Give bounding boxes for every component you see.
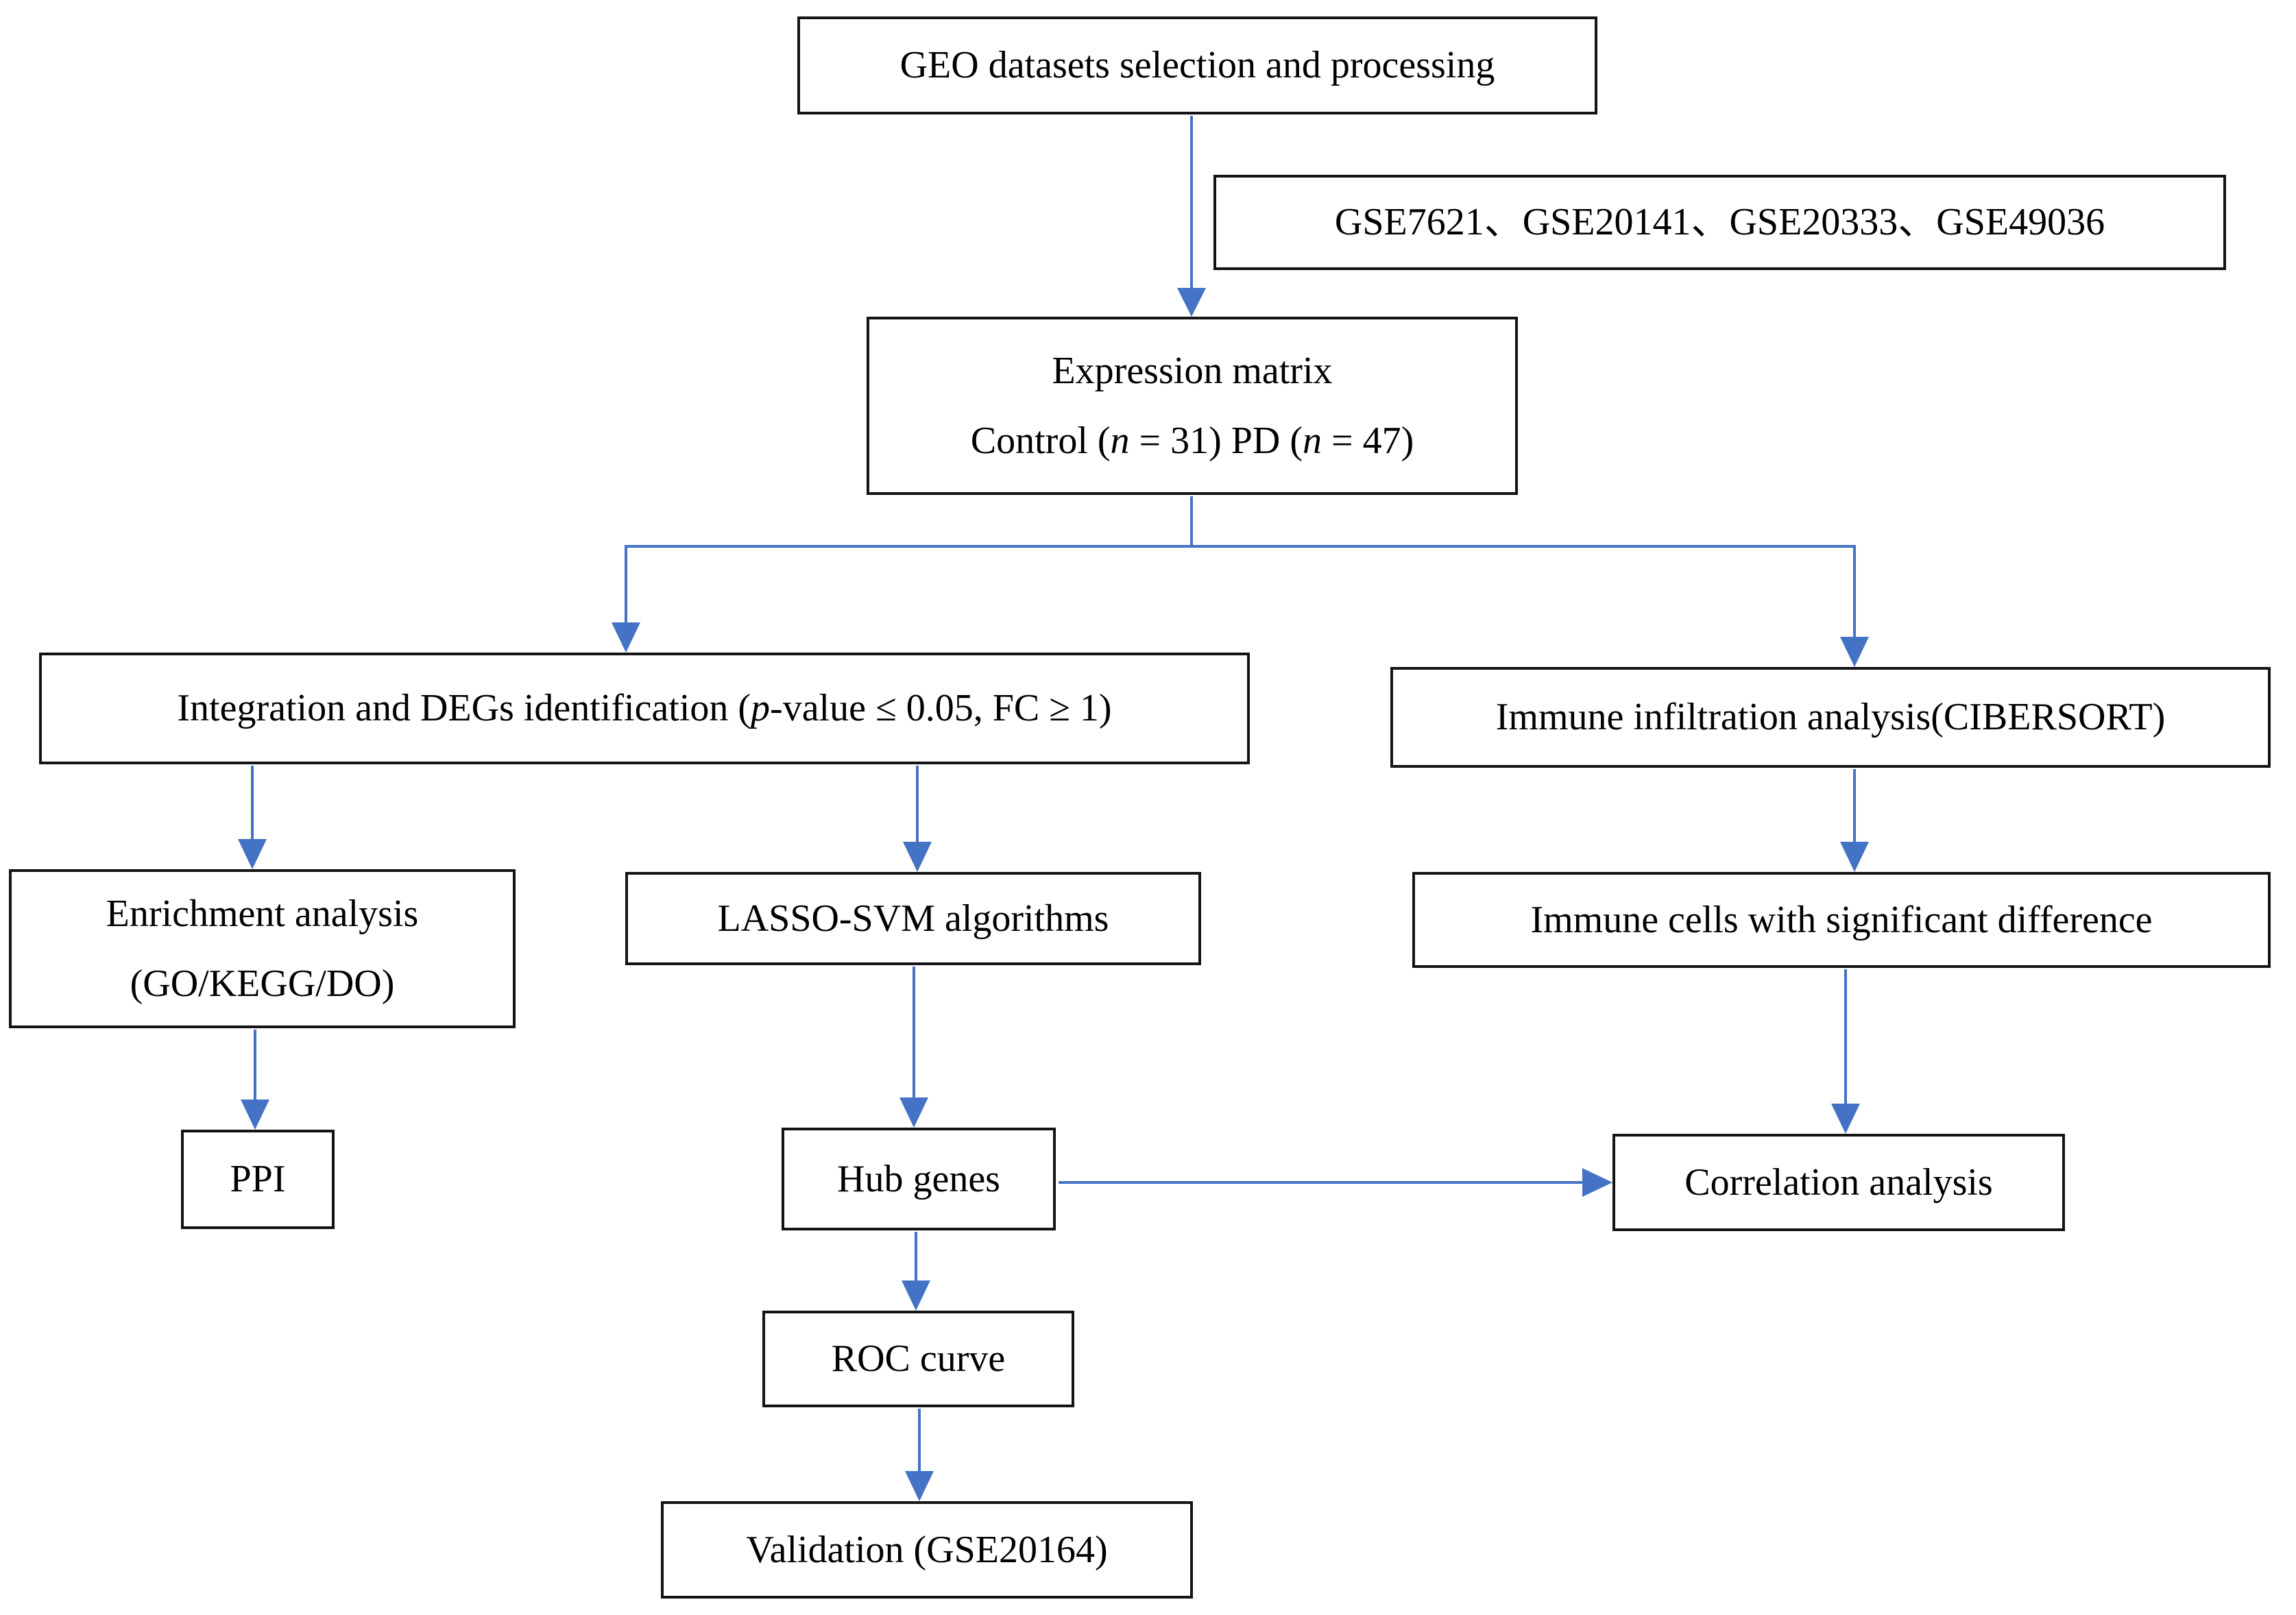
arrowhead-infiltration-to-immune-cells	[1840, 842, 1869, 872]
counts-n1: n	[1110, 420, 1130, 462]
correlation-analysis-label: Correlation analysis	[1684, 1161, 1993, 1204]
enrichment-analysis-line1: Enrichment analysis	[106, 892, 419, 935]
expression-matrix-counts: Control (n = 31) PD (n = 47)	[971, 419, 1414, 463]
node-gse-list: GSE7621、GSE20141、GSE20333、GSE49036	[1213, 175, 2226, 270]
arrowhead-roc-to-validation	[905, 1471, 934, 1501]
arrowhead-immune-cells-to-correlation	[1831, 1104, 1860, 1134]
node-hub-genes: Hub genes	[782, 1128, 1056, 1230]
counts-n2: n	[1303, 420, 1322, 462]
enrichment-analysis-line2: (GO/KEGG/DO)	[130, 962, 395, 1005]
arrowhead-hub-to-correlation	[1582, 1168, 1612, 1197]
arrowhead-integration-to-lasso	[903, 842, 932, 872]
node-enrichment-analysis: Enrichment analysis (GO/KEGG/DO)	[9, 869, 516, 1028]
arrowhead-split-to-integration	[612, 622, 640, 653]
integration-p: p	[751, 687, 771, 730]
integration-degs-label: Integration and DEGs identification (p-v…	[177, 686, 1111, 730]
integration-prefix: Integration and DEGs identification (	[177, 687, 751, 730]
lasso-svm-label: LASSO-SVM algorithms	[717, 897, 1109, 940]
node-correlation-analysis: Correlation analysis	[1612, 1134, 2065, 1231]
hub-genes-label: Hub genes	[837, 1157, 1000, 1200]
node-ppi: PPI	[181, 1130, 335, 1229]
counts-prefix: Control (	[970, 420, 1111, 462]
node-geo-datasets: GEO datasets selection and processing	[797, 16, 1597, 114]
ppi-label: PPI	[230, 1158, 286, 1201]
integration-suffix: -value ≤ 0.05, FC ≥ 1)	[770, 687, 1112, 730]
node-validation: Validation (GSE20164)	[661, 1501, 1193, 1599]
node-immune-infiltration: Immune infiltration analysis(CIBERSORT)	[1390, 667, 2271, 768]
arrowhead-geo-to-expression	[1177, 288, 1206, 317]
roc-curve-label: ROC curve	[831, 1337, 1006, 1381]
arrowhead-enrichment-to-ppi	[241, 1100, 269, 1130]
geo-datasets-label: GEO datasets selection and processing	[899, 44, 1495, 87]
counts-mid: = 31) PD (	[1129, 420, 1303, 462]
expression-matrix-title: Expression matrix	[1052, 349, 1333, 392]
node-expression-matrix: Expression matrix Control (n = 31) PD (n…	[867, 317, 1518, 495]
arrowhead-integration-to-enrichment	[238, 839, 267, 869]
arrowhead-lasso-to-hub	[899, 1097, 928, 1128]
counts-suffix: = 47)	[1322, 420, 1414, 462]
arrowhead-split-to-infiltration	[1840, 637, 1869, 667]
node-roc-curve: ROC curve	[762, 1311, 1074, 1407]
arrowhead-hub-to-roc	[902, 1280, 930, 1311]
immune-cells-label: Immune cells with significant difference	[1530, 898, 2153, 941]
gse-list-label: GSE7621、GSE20141、GSE20333、GSE49036	[1334, 201, 2105, 244]
node-integration-degs: Integration and DEGs identification (p-v…	[39, 653, 1250, 764]
node-lasso-svm: LASSO-SVM algorithms	[625, 872, 1201, 965]
immune-infiltration-label: Immune infiltration analysis(CIBERSORT)	[1495, 696, 2166, 739]
node-immune-cells: Immune cells with significant difference	[1412, 872, 2271, 968]
validation-label: Validation (GSE20164)	[746, 1528, 1108, 1571]
